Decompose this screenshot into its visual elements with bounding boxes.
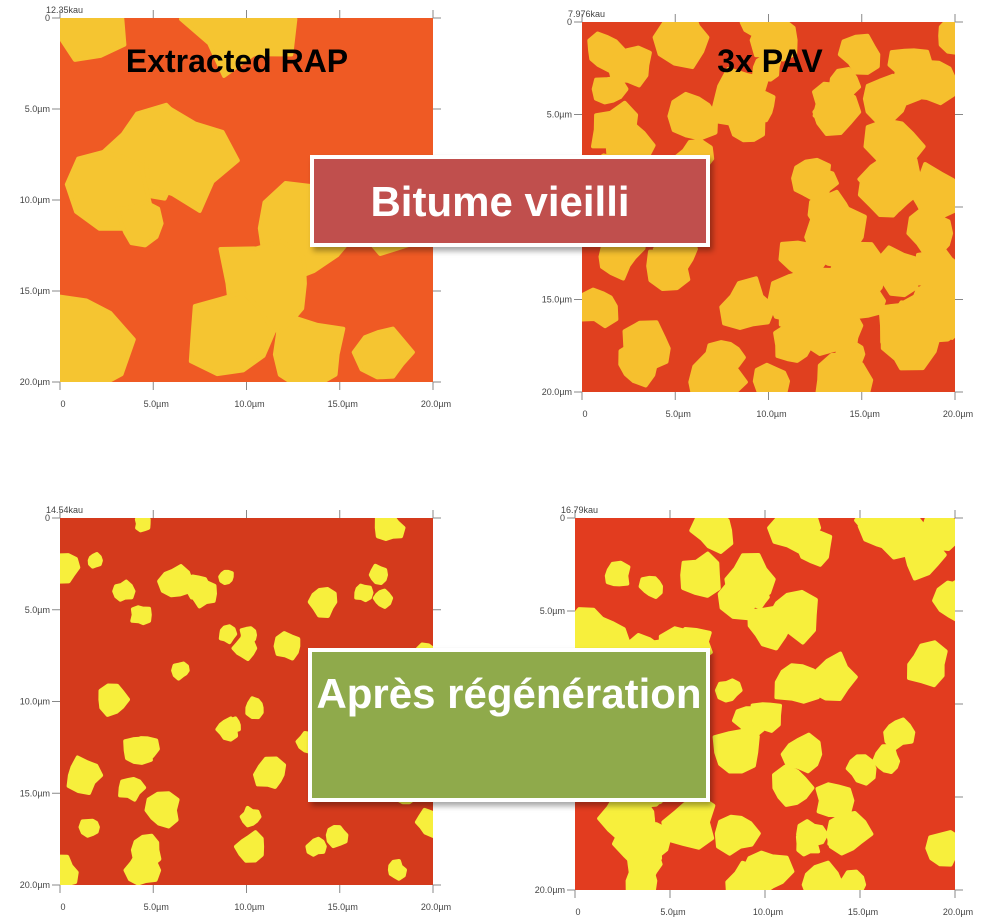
phase-domain xyxy=(628,867,656,893)
x-tick-label: 10.0µm xyxy=(756,409,786,419)
scale-label: 7.976kau xyxy=(568,9,605,19)
phase-domain xyxy=(242,628,255,642)
phase-domain xyxy=(607,563,629,585)
x-tick-label: 0 xyxy=(575,907,580,917)
panel-title: Extracted RAP xyxy=(126,43,348,79)
phase-domain xyxy=(877,505,928,558)
phase-domain xyxy=(655,8,708,67)
x-tick-label: 5.0µm xyxy=(660,907,685,917)
y-tick-label: 5.0µm xyxy=(540,606,565,616)
y-tick-label: 5.0µm xyxy=(547,110,572,120)
phase-domain xyxy=(114,582,133,600)
phase-domain xyxy=(137,519,149,531)
y-tick-label: 0 xyxy=(45,13,50,23)
phase-domain xyxy=(356,586,371,600)
y-tick-label: 20.0µm xyxy=(20,880,50,890)
scale-label: 12.35kau xyxy=(46,5,83,15)
y-tick-label: 0 xyxy=(45,513,50,523)
x-tick-label: 5.0µm xyxy=(144,399,169,409)
phase-domain xyxy=(753,704,780,731)
phase-domain xyxy=(776,665,817,701)
phase-domain xyxy=(328,827,347,846)
phase-domain xyxy=(911,62,955,103)
phase-domain xyxy=(247,698,261,717)
y-tick-label: 20.0µm xyxy=(20,377,50,387)
x-tick-label: 20.0µm xyxy=(943,409,973,419)
x-tick-label: 0 xyxy=(60,902,65,912)
y-tick-label: 10.0µm xyxy=(20,697,50,707)
y-tick-label: 15.0µm xyxy=(542,295,572,305)
overlay-text: Après régénération xyxy=(310,655,708,725)
overlay-text: Bitume vieilli xyxy=(370,178,629,225)
y-tick-label: 5.0µm xyxy=(25,104,50,114)
y-tick-label: 5.0µm xyxy=(25,605,50,615)
x-tick-label: 20.0µm xyxy=(421,399,451,409)
y-tick-label: 20.0µm xyxy=(535,885,565,895)
phase-domain xyxy=(276,633,299,658)
phase-domain xyxy=(818,784,853,815)
x-tick-label: 15.0µm xyxy=(850,409,880,419)
x-tick-label: 10.0µm xyxy=(234,902,264,912)
overlay-top: Bitume vieilli xyxy=(312,157,708,245)
phase-domain xyxy=(132,607,150,623)
y-tick-label: 15.0µm xyxy=(20,788,50,798)
phase-domain xyxy=(220,572,232,583)
x-tick-label: 0 xyxy=(60,399,65,409)
y-tick-label: 0 xyxy=(560,513,565,523)
x-tick-label: 0 xyxy=(582,409,587,419)
phase-domain xyxy=(81,821,98,836)
scale-label: 14.54kau xyxy=(46,505,83,515)
phase-domain xyxy=(90,554,101,567)
y-tick-label: 20.0µm xyxy=(542,387,572,397)
x-tick-label: 10.0µm xyxy=(234,399,264,409)
phase-domain xyxy=(814,84,848,122)
x-tick-label: 15.0µm xyxy=(848,907,878,917)
y-tick-label: 10.0µm xyxy=(20,195,50,205)
phase-domain xyxy=(715,731,758,772)
phase-domain xyxy=(634,824,669,857)
phase-domain xyxy=(221,626,235,642)
x-tick-label: 20.0µm xyxy=(421,902,451,912)
x-tick-label: 15.0µm xyxy=(328,902,358,912)
x-tick-label: 5.0µm xyxy=(144,902,169,912)
phase-domain xyxy=(371,566,386,583)
overlay-text-wrap: Après régénération xyxy=(310,655,708,795)
y-tick-label: 15.0µm xyxy=(20,286,50,296)
phase-domain xyxy=(275,318,343,386)
x-tick-label: 10.0µm xyxy=(753,907,783,917)
figure: 12.35kau005.0µm5.0µm10.0µm10.0µm15.0µm15… xyxy=(0,0,996,922)
phase-domain xyxy=(940,20,967,53)
x-tick-label: 20.0µm xyxy=(943,907,973,917)
phase-domain xyxy=(927,832,962,865)
x-tick-label: 15.0µm xyxy=(328,399,358,409)
panel-title: 3x PAV xyxy=(717,43,823,79)
scale-label: 16.79kau xyxy=(561,505,598,515)
phase-domain xyxy=(375,591,391,607)
x-tick-label: 5.0µm xyxy=(666,409,691,419)
y-tick-label: 0 xyxy=(567,17,572,27)
phase-domain xyxy=(609,48,650,86)
phase-domain xyxy=(755,365,788,400)
overlay-bottom: Après régénération xyxy=(310,650,708,800)
phase-domain xyxy=(818,311,858,348)
